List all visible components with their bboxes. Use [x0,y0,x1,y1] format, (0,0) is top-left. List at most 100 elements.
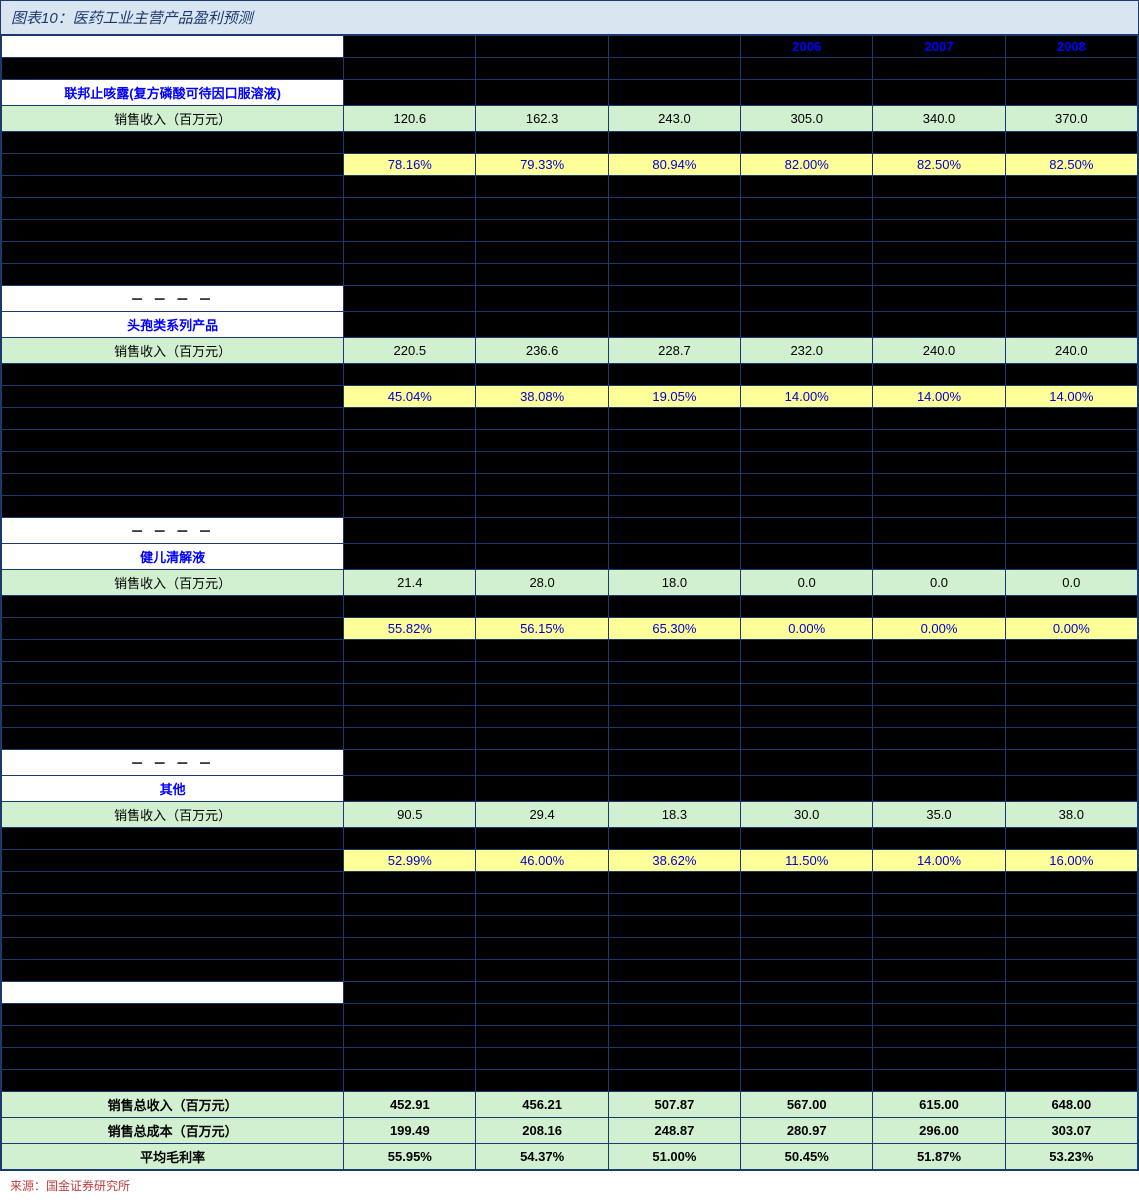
data-cell [1005,684,1137,706]
data-cell [1005,960,1137,982]
data-cell [476,1004,608,1026]
data-cell: 162.3 [476,106,608,132]
data-cell [741,938,873,960]
data-cell [873,242,1005,264]
data-cell [873,706,1005,728]
data-cell [1005,640,1137,662]
blank-cell [1005,286,1137,312]
data-cell [476,828,608,850]
data-cell: 120.6 [344,106,476,132]
data-cell [344,132,476,154]
row-label [2,408,344,430]
blank-cell [476,982,608,1004]
data-cell [873,684,1005,706]
data-cell [476,640,608,662]
blank-cell [873,312,1005,338]
data-cell [344,1026,476,1048]
data-cell [741,872,873,894]
blank-cell [873,286,1005,312]
data-cell [344,828,476,850]
data-cell: 90.5 [344,802,476,828]
data-cell [873,496,1005,518]
row-label [2,1004,344,1026]
row-label [2,154,344,176]
dashes: － － － － [2,750,344,776]
data-cell [344,198,476,220]
data-cell [741,452,873,474]
blank-cell [741,776,873,802]
row-label [2,618,344,640]
data-cell [608,872,740,894]
blank-cell [608,750,740,776]
data-cell [1005,474,1137,496]
data-cell [476,662,608,684]
data-cell: 53.23% [1005,1144,1137,1170]
data-cell: 296.00 [873,1118,1005,1144]
data-cell [476,872,608,894]
blank-cell [344,544,476,570]
data-cell: 51.00% [608,1144,740,1170]
blank-cell [741,518,873,544]
row-label [2,1070,344,1092]
blank-cell [608,286,740,312]
data-cell [741,960,873,982]
row-label [2,58,344,80]
blank-cell [344,518,476,544]
data-cell [476,364,608,386]
data-cell [476,1070,608,1092]
data-cell [476,198,608,220]
data-cell [608,220,740,242]
data-cell [741,364,873,386]
data-cell [476,408,608,430]
row-label [2,430,344,452]
data-cell [608,728,740,750]
data-cell: 82.00% [741,154,873,176]
data-cell [1005,728,1137,750]
blank-cell [476,80,608,106]
dashes-row: － － － － [2,750,1138,776]
data-cell [344,960,476,982]
dashes: － － － － [2,286,344,312]
data-cell [873,916,1005,938]
data-cell [608,242,740,264]
data-cell [344,242,476,264]
blank-cell [344,80,476,106]
data-cell [344,938,476,960]
data-cell: 54.37% [476,1144,608,1170]
data-cell [476,176,608,198]
row-label: 销售总成本（百万元） [2,1118,344,1144]
data-cell [741,176,873,198]
blank-cell [1005,982,1137,1004]
data-cell [344,176,476,198]
row-label [2,474,344,496]
data-cell [1005,1070,1137,1092]
data-cell [873,1070,1005,1092]
data-cell [1005,198,1137,220]
data-cell: 0.0 [873,570,1005,596]
data-cell: 56.15% [476,618,608,640]
data-cell: 29.4 [476,802,608,828]
data-cell [476,430,608,452]
row-label [2,264,344,286]
data-cell [476,894,608,916]
data-cell [741,684,873,706]
data-cell [1005,496,1137,518]
row-label: 平均毛利率 [2,1144,344,1170]
data-cell: 507.87 [608,1092,740,1118]
data-cell [741,198,873,220]
blank-cell [608,982,740,1004]
data-cell [476,496,608,518]
blank-cell [1005,80,1137,106]
data-cell [873,132,1005,154]
year-header [344,36,476,58]
blank-cell [608,776,740,802]
data-cell [1005,1048,1137,1070]
year-header [608,36,740,58]
data-cell: 303.07 [1005,1118,1137,1144]
data-cell [1005,596,1137,618]
data-cell [1005,132,1137,154]
data-cell: 80.94% [608,154,740,176]
data-cell [344,452,476,474]
blank-cell [344,286,476,312]
section-name: 其他 [2,776,344,802]
